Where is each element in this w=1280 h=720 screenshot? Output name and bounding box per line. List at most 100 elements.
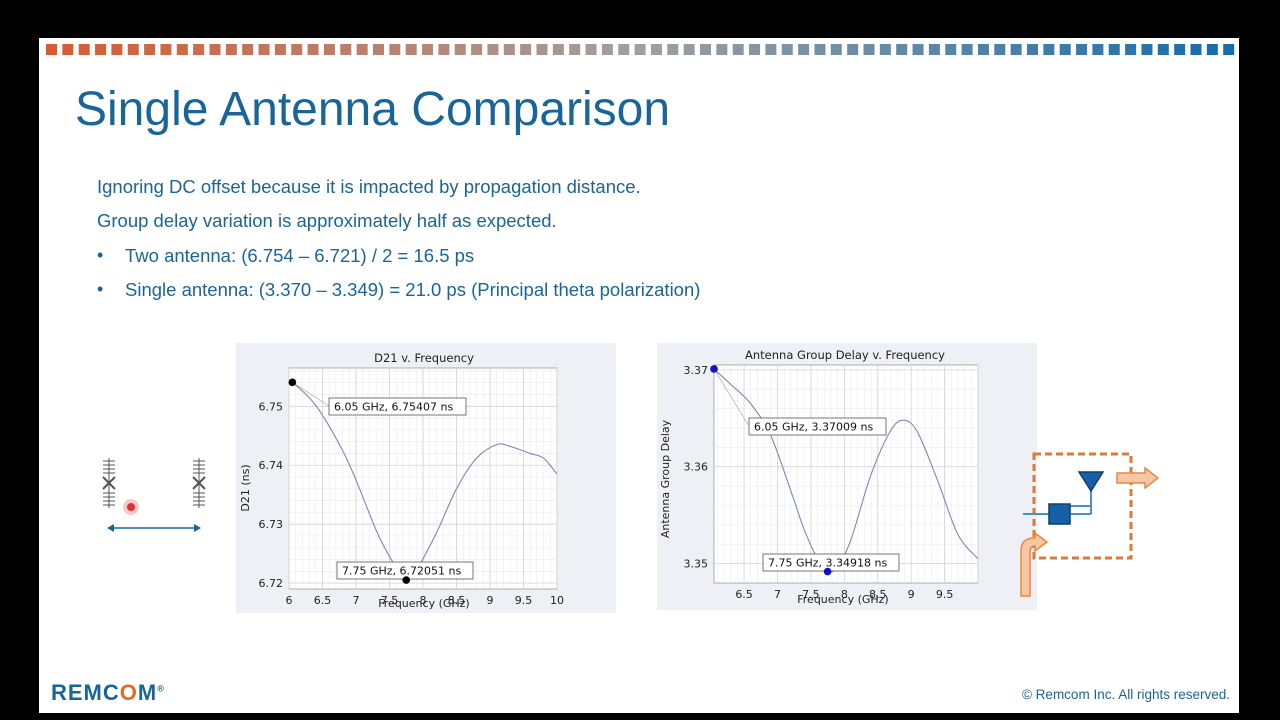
annotation-box	[328, 397, 467, 416]
annotation-box	[748, 417, 887, 436]
source-dot-icon	[127, 503, 135, 511]
header-dot	[422, 44, 434, 55]
chart1-title: D21 v. Frequency	[374, 351, 474, 365]
header-dot	[454, 44, 466, 55]
x-tick-label: 6.5	[314, 594, 332, 607]
header-dot	[536, 44, 548, 55]
header-dot	[405, 44, 417, 55]
annotation-leader	[292, 382, 330, 407]
header-dot	[1206, 44, 1218, 55]
header-dot	[78, 44, 90, 55]
dashed-boundary-box	[1032, 452, 1133, 560]
header-dot	[373, 44, 384, 55]
header-dot	[1125, 44, 1137, 55]
header-dot	[749, 44, 761, 55]
header-dot	[323, 44, 335, 55]
header-dot	[258, 44, 270, 55]
header-dot	[830, 44, 842, 55]
x-tick-label: 6	[286, 594, 293, 607]
header-dot	[340, 44, 352, 55]
annotation-label: 7.75 GHz, 3.34918 ns	[768, 557, 888, 570]
data-marker	[823, 567, 832, 576]
header-dot	[1190, 44, 1202, 55]
header-dot	[160, 44, 172, 55]
header-dot	[291, 44, 303, 55]
y-tick-label: 3.37	[684, 364, 709, 377]
x-tick-label: 9.5	[515, 594, 533, 607]
header-dot	[1223, 44, 1235, 55]
header-dot	[1108, 44, 1120, 55]
header-dot	[46, 44, 57, 55]
x-tick-label: 8.5	[448, 594, 466, 607]
header-dot	[242, 44, 254, 55]
header-dot	[569, 44, 581, 55]
copyright-text: © Remcom Inc. All rights reserved.	[1021, 687, 1230, 702]
bullet-text-2: Single antenna: (3.370 – 3.349) = 21.0 p…	[125, 279, 701, 300]
y-tick-label: 3.35	[684, 558, 709, 571]
header-dot	[650, 44, 662, 55]
header-dot	[863, 44, 875, 55]
x-tick-label: 6.5	[735, 588, 753, 601]
antenna-triangle-icon	[1077, 471, 1105, 493]
data-marker	[288, 378, 297, 387]
header-dot	[438, 44, 450, 55]
slide: Single Antenna Comparison Ignoring DC of…	[39, 38, 1239, 713]
header-dot	[961, 44, 973, 55]
page-title: Single Antenna Comparison	[75, 83, 671, 136]
header-dot	[1010, 44, 1022, 55]
bullet-dot-2: •	[97, 279, 104, 299]
y-tick-label: 6.73	[259, 518, 284, 531]
header-dot	[487, 44, 499, 55]
header-dot	[95, 44, 107, 55]
header-dot-strip	[46, 44, 1235, 55]
distance-arrow-icon	[107, 524, 201, 532]
outgoing-arrow-icon	[1116, 466, 1160, 490]
data-marker	[402, 576, 411, 584]
header-dot	[634, 44, 646, 55]
header-dot	[928, 44, 940, 55]
x-tick-label: 10	[550, 594, 564, 607]
header-dot	[732, 44, 744, 55]
header-dot	[977, 44, 989, 55]
bullet-dot-1: •	[97, 245, 104, 265]
y-tick-label: 3.36	[684, 461, 709, 474]
header-dot	[552, 44, 564, 55]
chart1-ylabel: D21 (ns)	[239, 464, 252, 511]
header-dot	[585, 44, 597, 55]
header-dot	[994, 44, 1006, 55]
header-dot	[176, 44, 188, 55]
x-tick-label: 9	[908, 588, 915, 601]
x-tick-label: 7.5	[381, 594, 399, 607]
header-dot	[945, 44, 957, 55]
header-dot	[520, 44, 532, 55]
header-dot	[389, 44, 401, 55]
header-dot	[127, 44, 139, 55]
header-dot	[471, 44, 483, 55]
chart2-ylabel: Antenna Group Delay	[659, 419, 672, 538]
left-antenna-icon	[102, 458, 116, 508]
header-dot	[1092, 44, 1104, 55]
header-dot	[1027, 44, 1038, 55]
port-block-icon	[1048, 503, 1071, 525]
y-tick-label: 6.74	[259, 459, 284, 472]
two-antenna-illustration	[102, 458, 206, 532]
x-tick-label: 7	[774, 588, 781, 601]
y-tick-label: 6.75	[259, 400, 284, 413]
x-tick-label: 9.5	[936, 588, 954, 601]
header-dot	[209, 44, 221, 55]
header-dot	[1157, 44, 1169, 55]
annotation-label: 6.05 GHz, 6.75407 ns	[334, 401, 454, 414]
header-dot	[1059, 44, 1071, 55]
d21-frequency-chart: D21 v. Frequency Frequency (GHz) D21 (ns…	[236, 343, 616, 613]
chart2-title: Antenna Group Delay v. Frequency	[745, 348, 945, 362]
y-tick-label: 6.72	[259, 577, 284, 590]
x-tick-label: 7	[353, 594, 360, 607]
header-dot	[144, 44, 156, 55]
body-line-2: Group delay variation is approximately h…	[97, 210, 557, 231]
remcom-logo: REMCOM®	[51, 680, 165, 705]
header-dot	[193, 44, 205, 55]
header-dot	[62, 44, 74, 55]
annotation-label: 7.75 GHz, 6.72051 ns	[342, 565, 462, 578]
header-dot	[716, 44, 728, 55]
chart2-xlabel: Frequency (GHz)	[797, 593, 888, 606]
